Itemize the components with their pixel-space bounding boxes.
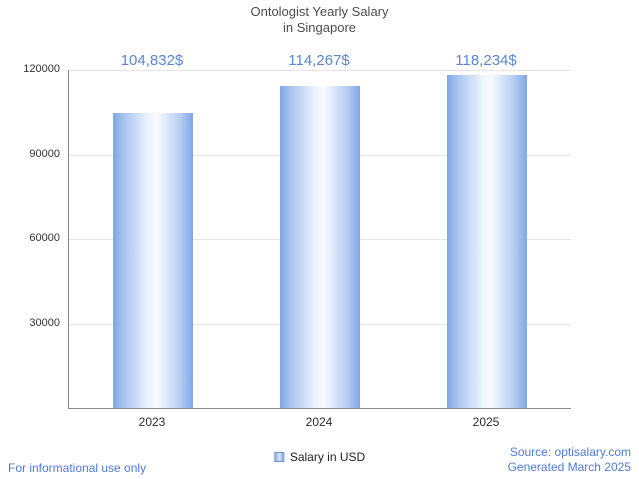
chart-title: Ontologist Yearly Salary in Singapore (0, 4, 639, 36)
footer-source: Source: optisalary.com (509, 445, 631, 459)
legend-label: Salary in USD (289, 450, 366, 464)
chart-title-line1: Ontologist Yearly Salary (250, 4, 389, 19)
bar-value-label: 118,234$ (455, 52, 517, 69)
chart-title-line2: in Singapore (283, 20, 356, 35)
footer-generated: Generated March 2025 (507, 460, 631, 474)
legend-swatch-icon (273, 452, 284, 462)
legend: Salary in USD (273, 450, 366, 464)
y-axis-tick-label: 120000 (23, 63, 60, 75)
bar-value-label: 114,267$ (288, 52, 350, 69)
plot-area (68, 70, 571, 409)
x-axis-tick-label: 2024 (305, 415, 333, 429)
y-axis-tick-label: 90000 (29, 147, 60, 160)
bar-2023 (113, 113, 193, 408)
bar-2025 (447, 75, 527, 408)
x-axis-tick-label: 2025 (472, 415, 500, 429)
y-axis-tick-label: 60000 (29, 232, 60, 244)
gridline (69, 70, 571, 71)
y-axis-tick-label: 30000 (29, 316, 60, 329)
footer-disclaimer: For informational use only (8, 461, 147, 475)
footer-attribution: Source: optisalary.com Generated March 2… (508, 445, 631, 475)
bar-2024 (280, 86, 360, 408)
x-axis-tick-label: 2023 (138, 415, 166, 429)
bar-value-label: 104,832$ (120, 52, 184, 69)
